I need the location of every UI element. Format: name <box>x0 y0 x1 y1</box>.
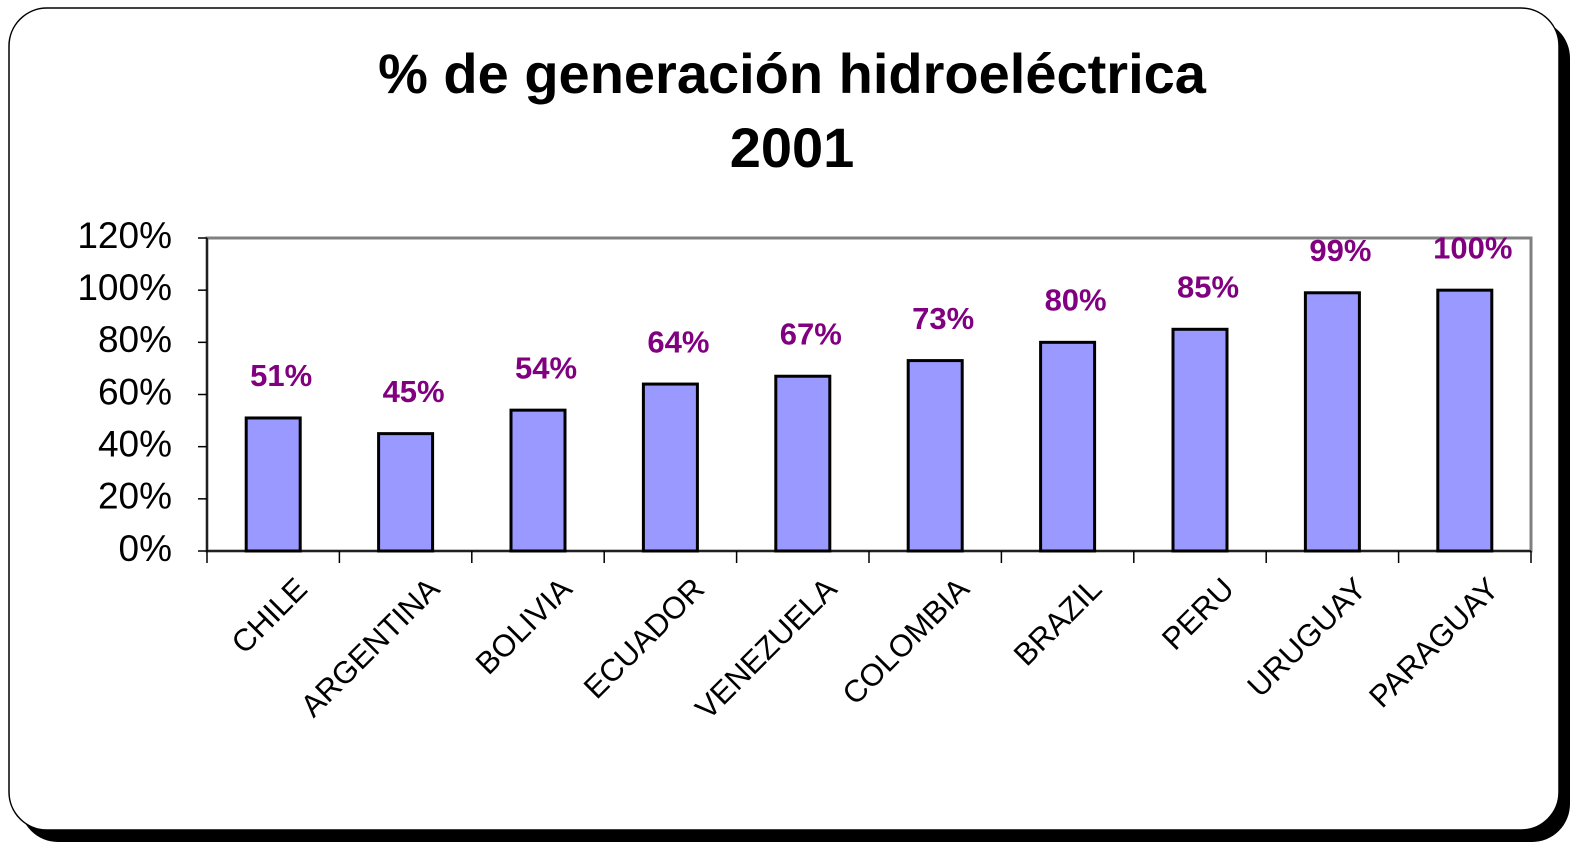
data-label: 80% <box>1045 283 1107 318</box>
y-tick-label: 100% <box>77 267 172 308</box>
bar <box>377 432 435 553</box>
chart-subtitle: 2001 <box>730 116 855 179</box>
data-label: 51% <box>250 358 312 393</box>
y-tick-label: 80% <box>98 319 172 360</box>
data-label: 54% <box>515 350 577 385</box>
bar <box>906 359 964 553</box>
bar <box>1436 288 1494 553</box>
bar <box>509 408 567 553</box>
data-label: 100% <box>1433 230 1512 265</box>
bar <box>774 374 832 553</box>
y-tick-label: 40% <box>98 423 172 464</box>
bar <box>1039 340 1097 553</box>
data-label: 73% <box>912 301 974 336</box>
data-label: 45% <box>383 374 445 409</box>
data-label: 85% <box>1177 269 1239 304</box>
data-label: 99% <box>1309 233 1371 268</box>
bar <box>244 416 302 553</box>
bar <box>1171 327 1229 553</box>
data-label: 64% <box>647 324 709 359</box>
y-tick-label: 120% <box>77 215 172 256</box>
data-label: 67% <box>780 316 842 351</box>
bar <box>1303 291 1361 553</box>
y-tick-label: 20% <box>98 476 172 517</box>
chart-title: % de generación hidroeléctrica <box>378 42 1207 105</box>
y-tick-label: 0% <box>119 528 172 569</box>
bar <box>641 382 699 553</box>
y-tick-label: 60% <box>98 371 172 412</box>
